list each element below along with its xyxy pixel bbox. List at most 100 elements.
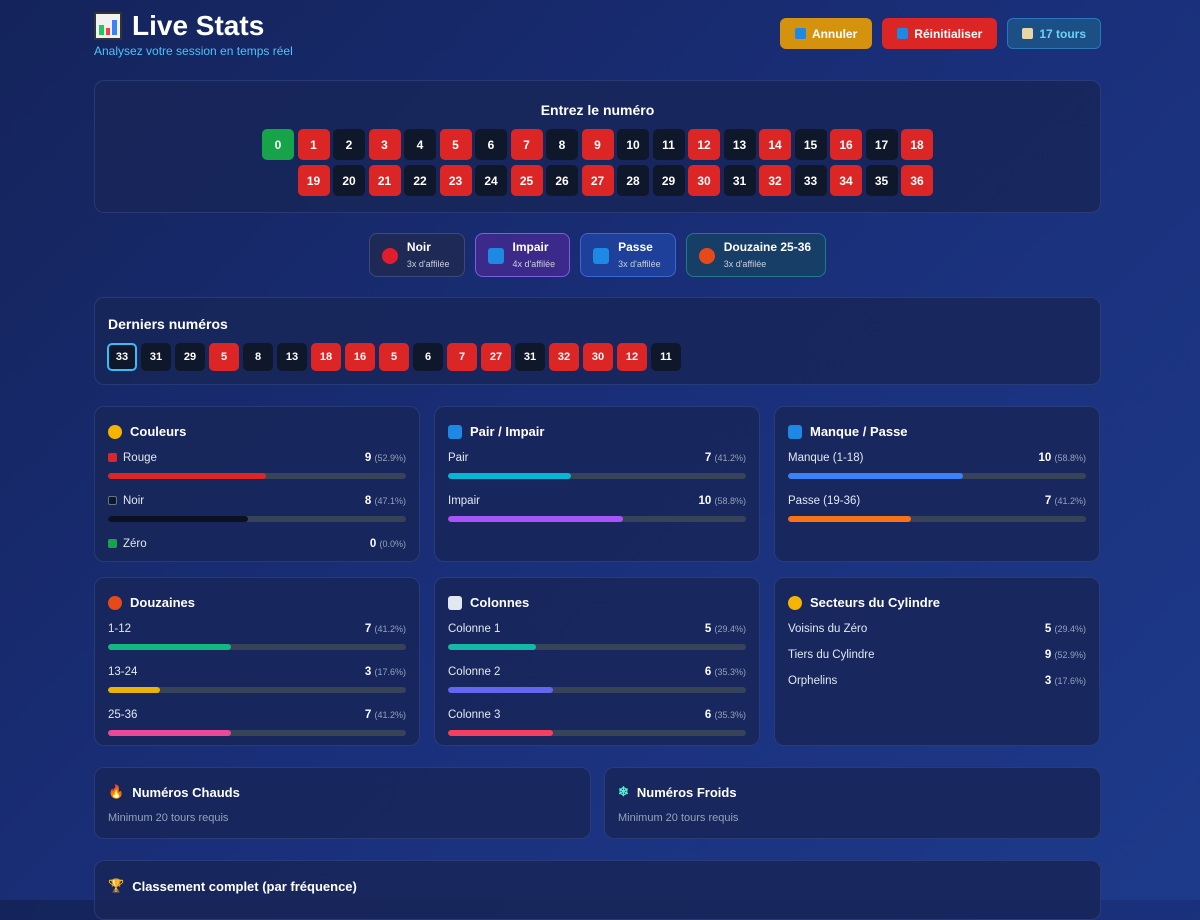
wheel-icon xyxy=(788,595,802,610)
stat-label: Manque (1-18) xyxy=(788,452,863,468)
tours-counter-button[interactable]: 17 tours xyxy=(1007,18,1101,49)
number-button-11[interactable]: 11 xyxy=(652,129,685,160)
stat-row: Passe (19-36) 7 (41.2%) xyxy=(788,495,1086,511)
stat-label-text: Colonne 1 xyxy=(448,623,501,635)
stat-percent: (58.8%) xyxy=(714,496,746,506)
stat-card: Couleurs Rouge 9 (52.9%) Noir 8 (47.1%) Zéro 0… xyxy=(94,406,420,562)
number-button-22[interactable]: 22 xyxy=(404,165,436,196)
undo-icon xyxy=(794,28,806,39)
number-button-34[interactable]: 34 xyxy=(830,165,862,196)
number-button-35[interactable]: 35 xyxy=(865,165,898,196)
streak-chip: Douzaine 25-36 3x d'affilée xyxy=(685,233,827,277)
recent-number: 5 xyxy=(209,343,239,371)
number-button-25[interactable]: 25 xyxy=(510,165,543,196)
stat-label: 25-36 xyxy=(108,709,137,725)
number-button-13[interactable]: 13 xyxy=(723,129,756,160)
stat-percent: (29.4%) xyxy=(1054,624,1086,634)
number-button-0[interactable]: 0 xyxy=(262,129,294,160)
app: Live Stats Analysez votre session en tem… xyxy=(94,0,1101,920)
number-button-28[interactable]: 28 xyxy=(617,165,649,196)
number-button-2[interactable]: 2 xyxy=(333,129,365,160)
number-button-10[interactable]: 10 xyxy=(617,129,649,160)
target-icon xyxy=(108,595,122,610)
number-button-3[interactable]: 3 xyxy=(368,129,401,160)
number-button-6[interactable]: 6 xyxy=(475,129,507,160)
stat-label-text: 13-24 xyxy=(108,666,138,678)
reset-button[interactable]: Réinitialiser xyxy=(882,18,998,49)
stat-value: 9 (52.9%) xyxy=(1045,649,1086,665)
stat-card: Manque / Passe Manque (1-18) 10 (58.8%) Pas… xyxy=(774,406,1100,562)
reset-label: Réinitialiser xyxy=(914,26,983,41)
number-button-26[interactable]: 26 xyxy=(546,165,578,196)
number-button-33[interactable]: 33 xyxy=(794,165,827,196)
stat-percent: (29.4%) xyxy=(714,624,746,634)
recent-title: Derniers numéros xyxy=(108,316,228,332)
stat-value: 5 (29.4%) xyxy=(705,623,746,639)
stat-label-text: Voisins du Zéro xyxy=(788,623,868,635)
number-button-15[interactable]: 15 xyxy=(794,129,827,160)
number-button-16[interactable]: 16 xyxy=(830,129,862,160)
progress-fill xyxy=(448,644,536,650)
number-button-4[interactable]: 4 xyxy=(404,129,436,160)
progress-bar xyxy=(448,516,746,522)
stat-count: 5 xyxy=(704,623,712,635)
progress-fill xyxy=(448,730,554,736)
number-button-8[interactable]: 8 xyxy=(546,129,578,160)
stat-title-text: Douzaines xyxy=(130,595,196,610)
number-button-24[interactable]: 24 xyxy=(475,165,507,196)
snowflake-icon: ❄ xyxy=(618,784,629,799)
recent-number: 31 xyxy=(141,343,171,371)
streak-label: Noir xyxy=(406,240,431,254)
number-button-19[interactable]: 19 xyxy=(297,165,330,196)
bar-chart-icon xyxy=(448,595,462,610)
stat-label-text: 25-36 xyxy=(108,709,138,721)
undo-button[interactable]: Annuler xyxy=(779,18,873,49)
number-button-30[interactable]: 30 xyxy=(688,165,720,196)
number-button-31[interactable]: 31 xyxy=(723,165,756,196)
number-button-18[interactable]: 18 xyxy=(901,129,933,160)
up-down-arrow-icon xyxy=(788,424,802,439)
number-button-9[interactable]: 9 xyxy=(581,129,614,160)
stat-percent: (17.6%) xyxy=(374,667,406,677)
stat-row: Zéro 0 (0.0%) xyxy=(108,538,406,554)
stat-label-text: Tiers du Cylindre xyxy=(788,649,875,661)
stat-count: 3 xyxy=(1044,675,1052,687)
stat-row: Rouge 9 (52.9%) xyxy=(108,452,406,468)
stat-count: 9 xyxy=(1044,649,1052,661)
number-button-27[interactable]: 27 xyxy=(581,165,614,196)
stat-count: 8 xyxy=(364,495,372,507)
stat-title-text: Manque / Passe xyxy=(810,424,908,439)
stat-row: 13-24 3 (17.6%) xyxy=(108,666,406,682)
cold-numbers-card: ❄ Numéros Froids Minimum 20 tours requis xyxy=(604,767,1101,839)
progress-fill xyxy=(788,473,964,479)
hot-message: Minimum 20 tours requis xyxy=(108,812,229,824)
stat-title-text: Colonnes xyxy=(470,595,530,610)
stat-card-title: Secteurs du Cylindre xyxy=(788,595,1086,610)
number-button-12[interactable]: 12 xyxy=(688,129,720,160)
number-button-5[interactable]: 5 xyxy=(439,129,472,160)
streak-label: Impair xyxy=(512,240,549,254)
tours-label: 17 tours xyxy=(1039,26,1086,41)
subtitle: Analysez votre session en temps réel xyxy=(94,44,293,58)
stat-label-text: Colonne 2 xyxy=(448,666,501,678)
stat-value: 10 (58.8%) xyxy=(1038,452,1086,468)
progress-fill xyxy=(448,473,571,479)
streak-text: Douzaine 25-36 3x d'affilée xyxy=(724,240,811,272)
number-button-20[interactable]: 20 xyxy=(333,165,365,196)
number-button-36[interactable]: 36 xyxy=(901,165,933,196)
number-button-29[interactable]: 29 xyxy=(652,165,685,196)
number-button-21[interactable]: 21 xyxy=(368,165,401,196)
stat-card-title: Douzaines xyxy=(108,595,406,610)
stat-percent: (41.2%) xyxy=(714,453,746,463)
progress-bar xyxy=(108,473,406,479)
streak-label: Passe xyxy=(618,240,653,254)
number-button-32[interactable]: 32 xyxy=(759,165,791,196)
number-button-17[interactable]: 17 xyxy=(865,129,898,160)
stat-count: 3 xyxy=(364,666,372,678)
number-button-14[interactable]: 14 xyxy=(759,129,791,160)
streak-count: 4x d'affilée xyxy=(512,259,556,269)
number-button-7[interactable]: 7 xyxy=(510,129,543,160)
number-button-23[interactable]: 23 xyxy=(439,165,472,196)
stat-percent: (35.3%) xyxy=(714,710,746,720)
number-button-1[interactable]: 1 xyxy=(297,129,330,160)
